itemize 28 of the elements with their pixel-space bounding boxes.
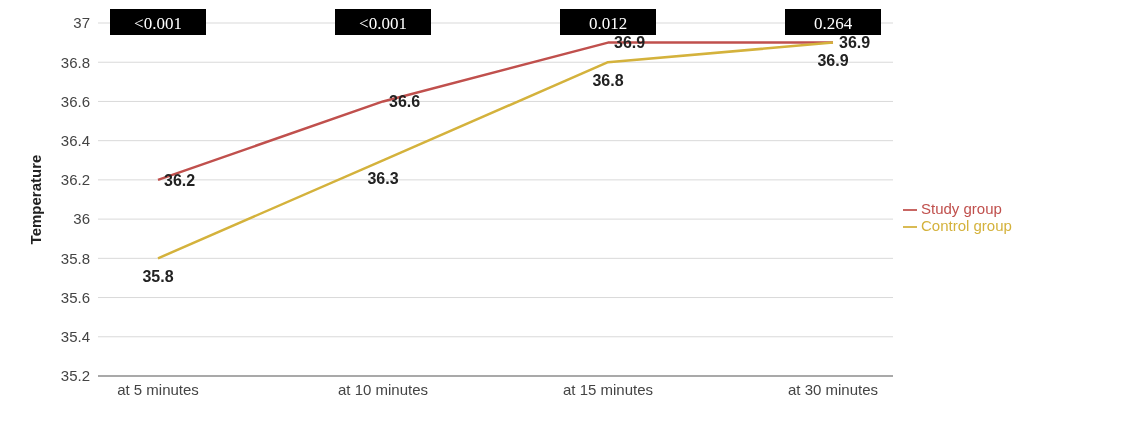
y-tick-label: 36: [73, 210, 90, 228]
legend-label: Study group: [921, 199, 1002, 217]
y-tick-label: 36.2: [60, 171, 90, 189]
y-tick-label: 36.4: [60, 131, 90, 149]
data-label: 36.6: [389, 93, 421, 111]
data-label: 36.2: [164, 171, 196, 189]
data-label: 36.8: [592, 71, 624, 89]
y-tick-label: 36.8: [60, 53, 90, 71]
annotation: 0.264: [813, 14, 853, 33]
y-tick-label: 35.6: [60, 288, 90, 306]
y-tick-label: 36.6: [60, 92, 90, 110]
annotation: <0.001: [134, 14, 182, 33]
y-tick-label: 35.4: [60, 328, 90, 346]
y-tick-label: 37: [73, 14, 90, 32]
data-label: 35.8: [142, 267, 174, 285]
x-tick-label: at 10 minutes: [337, 380, 429, 398]
y-tick-label: 35.2: [60, 367, 90, 385]
y-tick-label: 35.8: [60, 249, 90, 267]
data-label: 36.9: [817, 51, 849, 69]
x-tick-label: at 5 minutes: [117, 380, 199, 398]
annotation: 0.012: [588, 14, 628, 33]
data-label: 36.3: [367, 169, 399, 187]
data-label: 36.9: [839, 34, 871, 52]
x-tick-label: at 15 minutes: [562, 380, 654, 398]
annotation: <0.001: [359, 14, 407, 33]
y-axis-title: Temperature: [27, 154, 45, 245]
legend-label: Control group: [921, 217, 1012, 234]
x-tick-label: at 30 minutes: [787, 380, 879, 398]
